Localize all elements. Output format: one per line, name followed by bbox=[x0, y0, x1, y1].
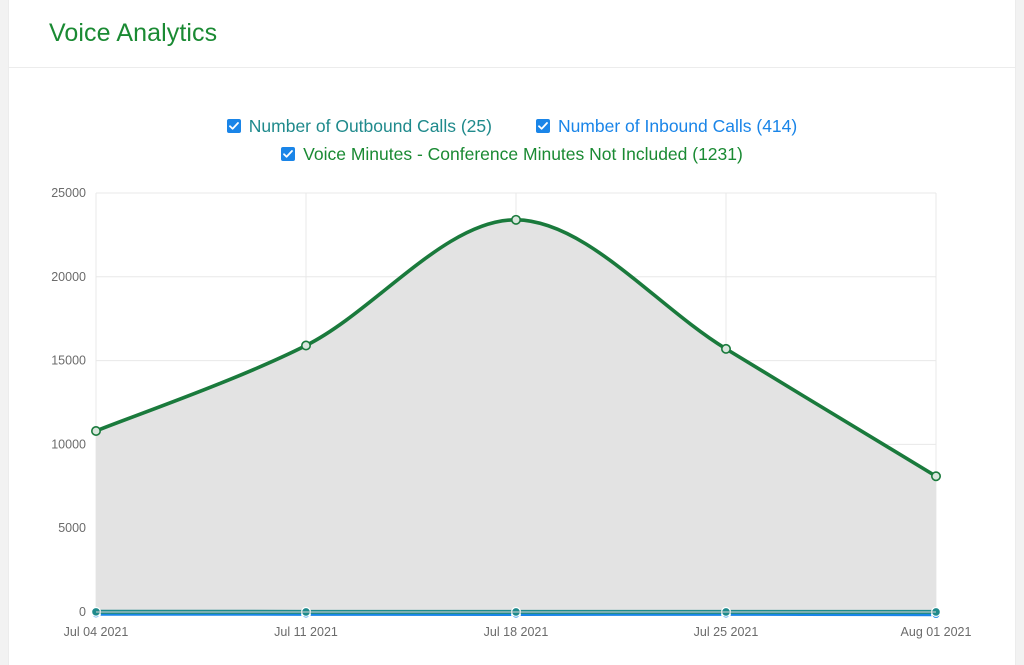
legend-label-outbound-calls: Number of Outbound Calls (25) bbox=[248, 116, 492, 136]
legend-item-outbound-calls[interactable]: Number of Outbound Calls (25) bbox=[226, 113, 492, 139]
y-axis-tick-label: 25000 bbox=[51, 186, 86, 200]
plot-area-wrapper: 0 5000 10000 15000 20000 25000 Jul 04 2021 Jul … bbox=[9, 68, 1015, 665]
checkbox-checked-icon[interactable] bbox=[281, 147, 296, 161]
data-point-marker[interactable] bbox=[300, 340, 311, 351]
chart-region: Number of Outbound Calls (25) Number of … bbox=[9, 68, 1015, 665]
page-title: Voice Analytics bbox=[49, 19, 218, 47]
y-axis-tick-label: 15000 bbox=[51, 354, 86, 368]
legend-row-1: Number of Outbound Calls (25) Number of … bbox=[226, 113, 798, 139]
data-point-marker[interactable] bbox=[510, 214, 521, 225]
data-point-marker[interactable] bbox=[930, 471, 941, 482]
chart-legend: Number of Outbound Calls (25) Number of … bbox=[9, 113, 1015, 167]
area-line-chart[interactable]: 0 5000 10000 15000 20000 25000 Jul 04 2021 Jul … bbox=[9, 68, 1017, 665]
y-axis-tick-label: 0 bbox=[79, 605, 86, 619]
legend-item-inbound-calls[interactable]: Number of Inbound Calls (414) bbox=[535, 113, 798, 139]
legend-item-voice-minutes[interactable]: Voice Minutes - Conference Minutes Not I… bbox=[281, 141, 743, 167]
checkbox-checked-icon[interactable] bbox=[226, 119, 241, 133]
voice-analytics-card: Voice Analytics Number of Outbound Calls… bbox=[8, 0, 1016, 665]
x-axis-tick-label: Jul 11 2021 bbox=[274, 625, 338, 639]
x-axis-tick-label: Jul 18 2021 bbox=[484, 625, 549, 639]
x-axis-tick-label: Jul 04 2021 bbox=[64, 625, 129, 639]
card-header: Voice Analytics bbox=[9, 0, 1015, 68]
series-area-fill bbox=[96, 219, 936, 612]
legend-label-inbound-calls: Number of Inbound Calls (414) bbox=[557, 116, 798, 136]
x-axis-tick-label: Jul 25 2021 bbox=[694, 625, 759, 639]
legend-label-voice-minutes: Voice Minutes - Conference Minutes Not I… bbox=[303, 144, 743, 164]
x-axis-tick-label: Aug 01 2021 bbox=[901, 625, 972, 639]
y-axis-tick-label: 20000 bbox=[51, 270, 86, 284]
y-axis-tick-label: 10000 bbox=[51, 437, 86, 451]
checkbox-checked-icon[interactable] bbox=[535, 119, 550, 133]
legend-row-2: Voice Minutes - Conference Minutes Not I… bbox=[281, 141, 743, 167]
data-point-marker[interactable] bbox=[720, 343, 731, 354]
y-axis-tick-label: 5000 bbox=[58, 521, 86, 535]
data-point-marker[interactable] bbox=[91, 425, 102, 436]
